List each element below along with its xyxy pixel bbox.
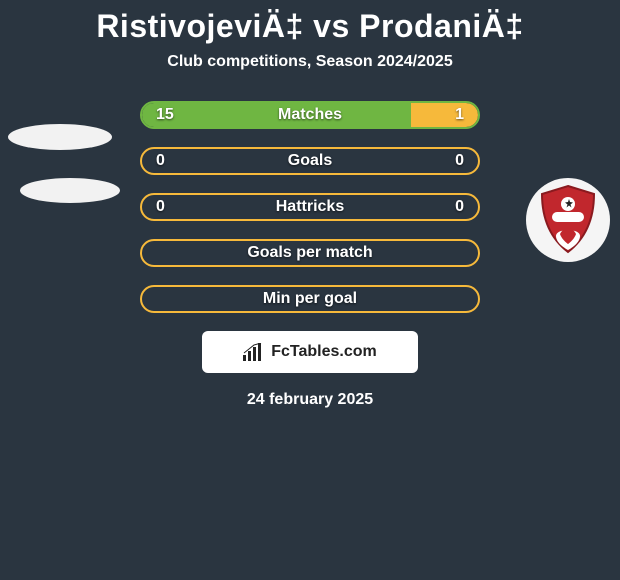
stat-label: Goals <box>142 152 478 170</box>
stat-row: 15Matches1 <box>140 101 480 129</box>
stat-row: 0Goals0 <box>140 147 480 175</box>
stat-row: 0Hattricks0 <box>140 193 480 221</box>
stat-value-right: 1 <box>455 106 464 124</box>
stat-label: Hattricks <box>142 198 478 216</box>
stat-value-right: 0 <box>455 152 464 170</box>
decor-ellipse-left-top <box>8 124 112 150</box>
stat-label: Matches <box>142 106 478 124</box>
stat-label: Goals per match <box>142 244 478 262</box>
stat-row: Min per goal <box>140 285 480 313</box>
brand-box: FcTables.com <box>202 331 418 373</box>
stats-container: 15Matches10Goals00Hattricks0Goals per ma… <box>140 101 480 313</box>
shield-icon <box>526 178 610 262</box>
page-title: RistivojeviÄ‡ vs ProdaniÄ‡ <box>0 0 620 45</box>
date-text: 24 february 2025 <box>0 391 620 409</box>
stat-row: Goals per match <box>140 239 480 267</box>
stat-value-right: 0 <box>455 198 464 216</box>
team-badge <box>526 178 610 262</box>
stat-label: Min per goal <box>142 290 478 308</box>
page-subtitle: Club competitions, Season 2024/2025 <box>0 53 620 71</box>
decor-ellipse-left-bottom <box>20 178 120 203</box>
chart-icon <box>243 343 265 361</box>
brand-text: FcTables.com <box>271 343 377 361</box>
